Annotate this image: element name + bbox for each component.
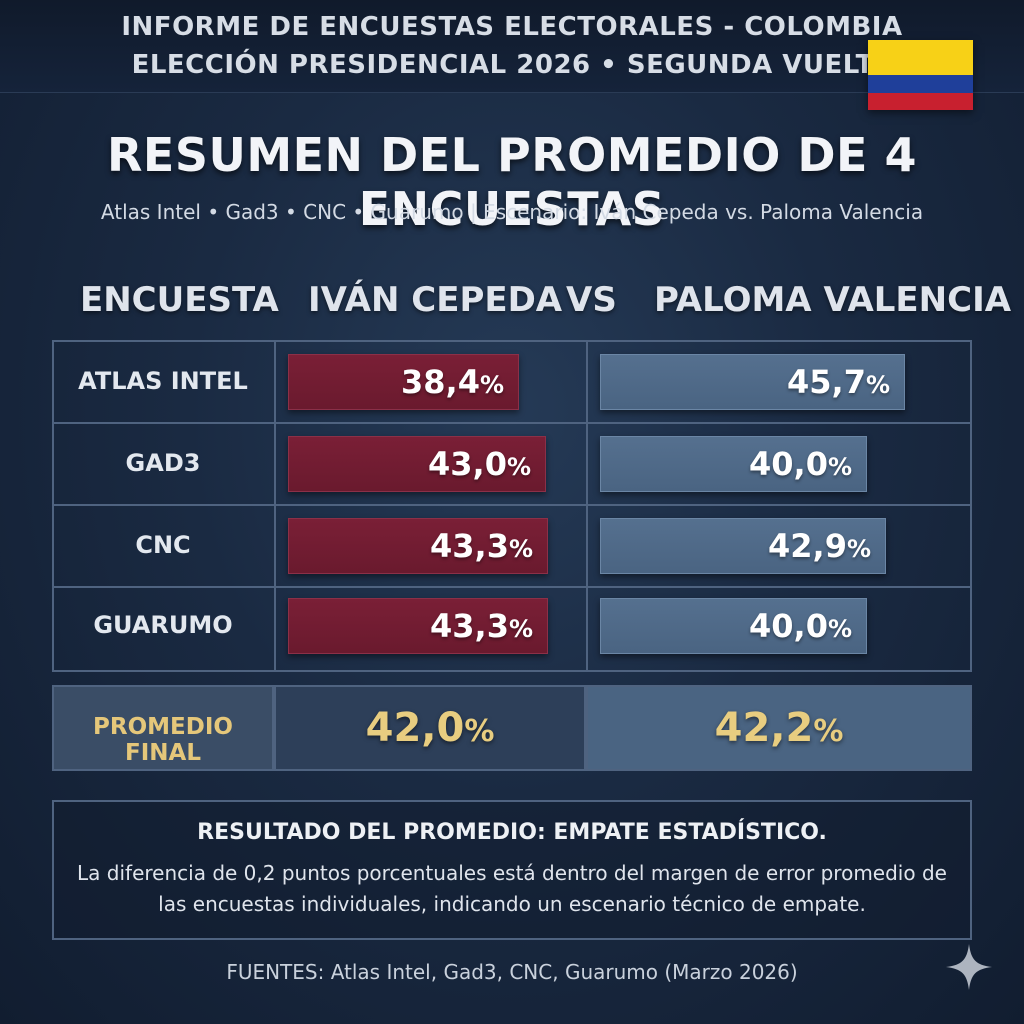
average-cepeda-cell: 42,0% (274, 685, 586, 771)
column-header-poll: ENCUESTA (80, 280, 279, 320)
election-subtitle: ELECCIÓN PRESIDENCIAL 2026 • SEGUNDA VUE… (131, 50, 893, 80)
average-cepeda-value: 42,0% (365, 705, 495, 751)
header-bar (0, 0, 1024, 93)
bar-cepeda-label: 43,0% (428, 445, 531, 483)
bar-valencia: 45,7% (600, 354, 905, 410)
result-note: RESULTADO DEL PROMEDIO: EMPATE ESTADÍSTI… (52, 800, 972, 940)
sparkle-icon (946, 944, 992, 990)
bar-cepeda: 43,3% (288, 518, 548, 574)
result-note-title: RESULTADO DEL PROMEDIO: EMPATE ESTADÍSTI… (197, 820, 827, 845)
bar-cepeda-label: 43,3% (430, 607, 533, 645)
column-header-cepeda: IVÁN CEPEDA (308, 280, 563, 320)
bar-valencia-label: 45,7% (787, 363, 890, 401)
bar-valencia-label: 40,0% (749, 607, 852, 645)
bar-cepeda-label: 38,4% (401, 363, 504, 401)
bar-valencia-label: 40,0% (749, 445, 852, 483)
row-label: GUARUMO (93, 611, 233, 639)
average-valencia-value: 42,2% (714, 705, 844, 751)
bar-valencia: 42,9% (600, 518, 886, 574)
report-title: INFORME DE ENCUESTAS ELECTORALES - COLOM… (121, 12, 903, 42)
bar-cepeda: 38,4% (288, 354, 519, 410)
average-label: PROMEDIO FINAL (93, 714, 233, 766)
bar-cepeda: 43,3% (288, 598, 548, 654)
poll-table (52, 340, 972, 672)
page-title: RESUMEN DEL PROMEDIO DE 4 ENCUESTAS (107, 128, 917, 236)
bar-valencia: 40,0% (600, 436, 867, 492)
row-label: CNC (135, 531, 191, 559)
bar-valencia-label: 42,9% (768, 527, 871, 565)
bar-valencia: 40,0% (600, 598, 867, 654)
bar-cepeda-label: 43,3% (430, 527, 533, 565)
average-valencia-cell: 42,2% (586, 685, 972, 771)
result-note-body: La diferencia de 0,2 puntos porcentuales… (77, 861, 947, 916)
row-label: ATLAS INTEL (78, 367, 248, 395)
sources-footer: FUENTES: Atlas Intel, Gad3, CNC, Guarumo… (226, 960, 798, 984)
row-label: GAD3 (125, 449, 201, 477)
average-label-cell: PROMEDIO FINAL (52, 685, 274, 771)
colombia-flag-icon (868, 40, 973, 110)
column-header-vs: VS (566, 280, 617, 320)
column-header-valencia: PALOMA VALENCIA (654, 280, 1012, 320)
page-subtitle: Atlas Intel • Gad3 • CNC • Guarumo | Esc… (100, 200, 924, 224)
bar-cepeda: 43,0% (288, 436, 546, 492)
